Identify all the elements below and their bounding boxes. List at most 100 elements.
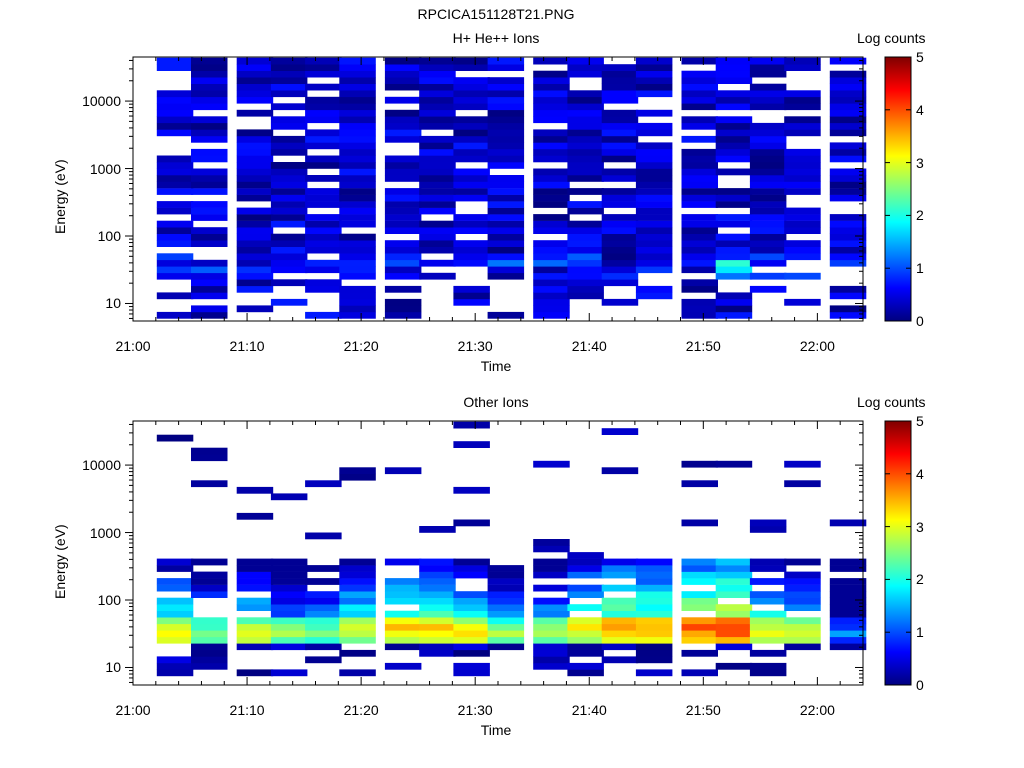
heatmap-cell — [749, 214, 787, 221]
heatmap-cell — [270, 214, 308, 221]
heatmap-cell — [453, 103, 490, 111]
heatmap-cell — [156, 565, 194, 572]
heatmap-cell — [453, 649, 490, 657]
heatmap-cell — [635, 162, 673, 169]
heatmap-cell — [681, 155, 718, 163]
heatmap-cell — [191, 116, 228, 124]
heatmap-cell — [156, 604, 194, 611]
heatmap-cell — [156, 227, 194, 234]
heatmap-cell — [601, 227, 639, 234]
heatmap-cell — [567, 272, 604, 280]
heatmap-cell — [784, 116, 821, 124]
heatmap-cell — [305, 591, 342, 598]
heatmap-cell — [829, 246, 867, 254]
x-tick-label: 21:40 — [571, 702, 607, 718]
heatmap-cell — [384, 168, 422, 176]
heatmap-cell — [681, 227, 718, 234]
heatmap-cell — [419, 96, 456, 104]
heatmap-cell — [191, 630, 228, 638]
heatmap-cell — [601, 246, 639, 254]
colorbar-tick-label: 2 — [916, 207, 924, 224]
heatmap-cell — [191, 96, 228, 104]
heatmap-cell — [270, 207, 308, 215]
heatmap-cell — [305, 656, 342, 664]
heatmap-cell — [567, 643, 604, 651]
heatmap-cell — [270, 148, 308, 156]
heatmap-cell — [681, 649, 718, 657]
heatmap-cell — [487, 90, 525, 98]
heatmap-cell — [829, 188, 867, 195]
heatmap-cell — [453, 214, 490, 221]
heatmap-cell — [236, 259, 274, 267]
heatmap-cell — [384, 116, 422, 124]
heatmap-cell — [453, 253, 490, 261]
heatmap-cell — [305, 188, 342, 195]
heatmap-cell — [339, 162, 376, 169]
heatmap-cell — [453, 292, 490, 300]
heatmap-cell — [681, 617, 718, 625]
heatmap-cell — [270, 571, 308, 579]
heatmap-cell — [784, 636, 821, 644]
heatmap-cell — [236, 623, 274, 631]
heatmap-cell — [601, 148, 639, 156]
heatmap-cell — [487, 617, 525, 625]
heatmap-cell — [384, 617, 422, 625]
heatmap-cell — [236, 90, 274, 98]
heatmap-cell — [784, 591, 821, 598]
heatmap-cell — [156, 311, 194, 319]
heatmap-cell — [715, 259, 753, 267]
heatmap-cell — [191, 214, 228, 221]
heatmap-cell — [715, 272, 753, 280]
heatmap-cell — [601, 266, 639, 274]
heatmap-cell — [384, 227, 422, 234]
heatmap-cell — [567, 617, 604, 625]
heatmap-cell — [191, 64, 228, 71]
heatmap-cell — [270, 604, 308, 611]
heatmap-cell — [270, 597, 308, 605]
heatmap-cell — [487, 272, 525, 280]
heatmap-cell — [339, 649, 376, 657]
heatmap-cell — [384, 259, 422, 267]
heatmap-cell — [829, 83, 867, 91]
heatmap-cell — [635, 649, 673, 657]
colorbar-tick-label: 0 — [916, 313, 924, 329]
heatmap-cell — [533, 656, 570, 664]
heatmap-cell — [567, 259, 604, 267]
heatmap-cell — [339, 103, 376, 111]
heatmap-cell — [384, 122, 422, 130]
heatmap-cell — [156, 610, 194, 618]
heatmap-cell — [270, 246, 308, 254]
heatmap-cell — [305, 220, 342, 228]
heatmap-cell — [533, 285, 570, 293]
heatmap-cell — [635, 630, 673, 638]
heatmap-cell — [156, 168, 194, 176]
heatmap-cell — [681, 148, 718, 156]
heatmap-cell — [305, 532, 342, 540]
heatmap-cell — [156, 656, 194, 664]
heatmap-cell — [236, 285, 274, 293]
heatmap-cell — [419, 103, 456, 111]
y-tick-label: 10000 — [82, 93, 121, 110]
heatmap-cell — [339, 83, 376, 91]
x-tick-label: 21:30 — [457, 702, 493, 718]
heatmap-cell — [419, 584, 456, 592]
heatmap-cell — [784, 155, 821, 163]
heatmap-cell — [829, 636, 867, 644]
heatmap-cell — [236, 512, 274, 520]
heatmap-cell — [749, 155, 787, 163]
heatmap-cell — [635, 64, 673, 71]
heatmap-cell — [453, 168, 490, 176]
heatmap-cell — [784, 643, 821, 651]
heatmap-cell — [533, 109, 570, 117]
heatmap-cell — [270, 669, 308, 677]
heatmap-cell — [829, 591, 867, 598]
heatmap-cell — [784, 272, 821, 280]
heatmap-cell — [270, 135, 308, 143]
heatmap-cell — [191, 155, 228, 163]
heatmap-cell — [339, 70, 376, 78]
heatmap-cell — [191, 617, 228, 625]
heatmap-cell — [453, 285, 490, 293]
heatmap-cell — [681, 558, 718, 566]
heatmap-cell — [681, 669, 718, 677]
heatmap-cell — [533, 649, 570, 657]
